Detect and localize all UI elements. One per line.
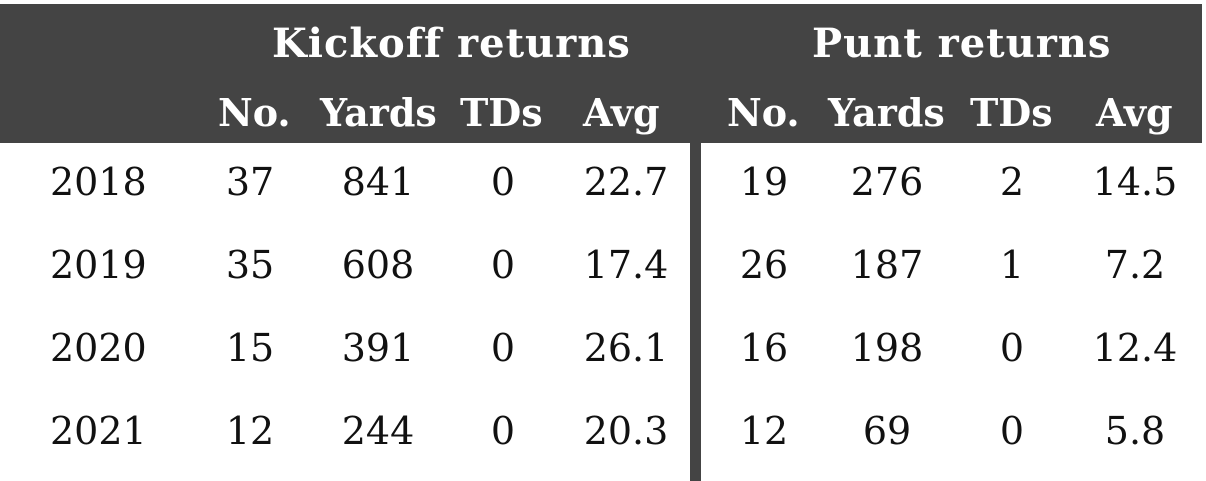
table-header: Kickoff returns Punt returns No. Yards T… xyxy=(0,4,1202,143)
kickoff-no-header: No. xyxy=(218,90,291,135)
kickoff-yards-cell: 244 xyxy=(341,409,415,453)
punt-tds-cell: 0 xyxy=(999,326,1025,370)
punt-yards-cell: 276 xyxy=(850,160,924,204)
year-cell: 2020 xyxy=(50,326,147,370)
table-row: 2018 37 841 0 22.7 19 276 2 14.5 xyxy=(0,160,1206,220)
punt-no-cell: 16 xyxy=(739,326,789,370)
punt-yards-cell: 198 xyxy=(850,326,924,370)
punt-avg-cell: 5.8 xyxy=(1104,409,1166,453)
kickoff-avg-cell: 26.1 xyxy=(583,326,669,370)
kickoff-no-cell: 12 xyxy=(225,409,275,453)
table-row: 2019 35 608 0 17.4 26 187 1 7.2 xyxy=(0,243,1206,303)
punt-yards-cell: 69 xyxy=(862,409,912,453)
kickoff-avg-cell: 17.4 xyxy=(583,243,669,287)
kickoff-no-cell: 35 xyxy=(225,243,275,287)
punt-no-cell: 19 xyxy=(739,160,789,204)
kickoff-avg-header: Avg xyxy=(583,90,660,135)
punt-tds-cell: 0 xyxy=(999,409,1025,453)
kickoff-yards-cell: 608 xyxy=(341,243,415,287)
punt-avg-header: Avg xyxy=(1096,90,1173,135)
kickoff-yards-cell: 841 xyxy=(341,160,415,204)
punt-returns-group-header: Punt returns xyxy=(812,20,1112,67)
kickoff-tds-header: TDs xyxy=(460,90,543,135)
kickoff-tds-cell: 0 xyxy=(490,160,516,204)
punt-avg-cell: 12.4 xyxy=(1092,326,1178,370)
table-row: 2021 12 244 0 20.3 12 69 0 5.8 xyxy=(0,409,1206,469)
kickoff-tds-cell: 0 xyxy=(490,409,516,453)
punt-tds-cell: 1 xyxy=(999,243,1025,287)
kickoff-returns-group-header: Kickoff returns xyxy=(272,20,631,67)
kickoff-yards-cell: 391 xyxy=(341,326,415,370)
kickoff-avg-cell: 20.3 xyxy=(583,409,669,453)
punt-no-header: No. xyxy=(727,90,800,135)
punt-tds-header: TDs xyxy=(970,90,1053,135)
year-cell: 2019 xyxy=(50,243,147,287)
kickoff-tds-cell: 0 xyxy=(490,326,516,370)
group-divider xyxy=(690,143,701,481)
kickoff-no-cell: 15 xyxy=(225,326,275,370)
year-cell: 2018 xyxy=(50,160,147,204)
punt-no-cell: 12 xyxy=(739,409,789,453)
punt-avg-cell: 14.5 xyxy=(1092,160,1178,204)
punt-tds-cell: 2 xyxy=(999,160,1025,204)
punt-avg-cell: 7.2 xyxy=(1104,243,1166,287)
punt-yards-header: Yards xyxy=(828,90,945,135)
kickoff-avg-cell: 22.7 xyxy=(583,160,669,204)
kickoff-yards-header: Yards xyxy=(320,90,437,135)
kickoff-no-cell: 37 xyxy=(225,160,275,204)
year-cell: 2021 xyxy=(50,409,147,453)
kickoff-tds-cell: 0 xyxy=(490,243,516,287)
table-row: 2020 15 391 0 26.1 16 198 0 12.4 xyxy=(0,326,1206,386)
punt-yards-cell: 187 xyxy=(850,243,924,287)
punt-no-cell: 26 xyxy=(739,243,789,287)
